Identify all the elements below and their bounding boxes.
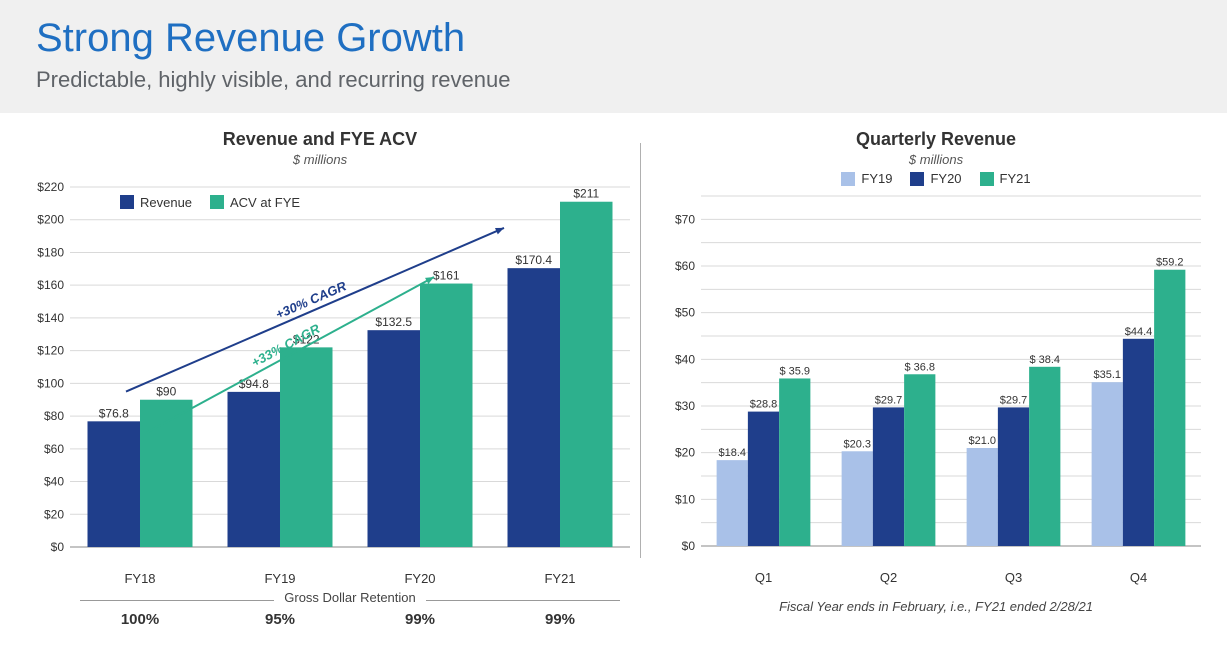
svg-text:$21.0: $21.0 — [968, 435, 996, 447]
chart-quarterly-revenue: Quarterly Revenue $ millions FY19 FY20 FY2… — [651, 123, 1221, 628]
svg-text:$94.8: $94.8 — [239, 377, 269, 391]
legend-item: FY21 — [980, 171, 1031, 186]
chart2-category: Q4 — [1076, 566, 1201, 585]
chart2-category: Q3 — [951, 566, 1076, 585]
svg-text:$170.4: $170.4 — [515, 253, 552, 267]
svg-text:$30: $30 — [675, 399, 695, 413]
svg-text:$0: $0 — [51, 540, 65, 554]
svg-text:$20: $20 — [44, 507, 64, 521]
legend-item: FY19 — [841, 171, 892, 186]
retention-value: 99% — [490, 611, 630, 628]
svg-text:$70: $70 — [675, 212, 695, 226]
retention-value: 100% — [70, 611, 210, 628]
svg-text:$220: $220 — [37, 180, 64, 194]
legend-item: FY20 — [910, 171, 961, 186]
svg-text:ACV at FYE: ACV at FYE — [230, 195, 300, 210]
legend-label: FY19 — [861, 171, 892, 186]
header-banner: Strong Revenue Growth Predictable, highl… — [0, 0, 1227, 113]
svg-text:$161: $161 — [433, 269, 460, 283]
legend-swatch — [841, 172, 855, 186]
svg-text:$ 36.8: $ 36.8 — [904, 361, 935, 373]
svg-text:$180: $180 — [37, 245, 64, 259]
svg-text:$120: $120 — [37, 344, 64, 358]
svg-text:$76.8: $76.8 — [99, 406, 129, 420]
chart1-svg: $0 $20 $40 $60 $80 $100 $120 $140 $160 $180 $200 $2… — [10, 167, 630, 567]
svg-text:$20: $20 — [675, 446, 695, 460]
chart2-category: Q2 — [826, 566, 951, 585]
chart1-xaxis-labels: FY18FY19FY20FY21 — [70, 567, 630, 586]
chart1-subtitle: $ millions — [10, 152, 630, 167]
svg-text:$200: $200 — [37, 213, 64, 227]
page-subtitle: Predictable, highly visible, and recurri… — [36, 67, 1191, 93]
svg-text:$160: $160 — [37, 278, 64, 292]
svg-text:$ 38.4: $ 38.4 — [1029, 354, 1060, 366]
svg-text:$59.2: $59.2 — [1156, 257, 1184, 269]
svg-text:$40: $40 — [44, 475, 64, 489]
chart1-category: FY20 — [350, 567, 490, 586]
svg-text:$80: $80 — [44, 409, 64, 423]
svg-text:$0: $0 — [682, 539, 696, 553]
svg-text:$90: $90 — [156, 385, 176, 399]
chart1-category: FY21 — [490, 567, 630, 586]
svg-text:$140: $140 — [37, 311, 64, 325]
svg-text:$60: $60 — [675, 259, 695, 273]
chart2-category: Q1 — [701, 566, 826, 585]
svg-text:$132.5: $132.5 — [375, 315, 412, 329]
legend-swatch — [980, 172, 994, 186]
svg-text:$10: $10 — [675, 492, 695, 506]
chart1-category: FY19 — [210, 567, 350, 586]
chart2-subtitle: $ millions — [651, 152, 1221, 167]
svg-text:$29.7: $29.7 — [1000, 394, 1028, 406]
legend-swatch — [910, 172, 924, 186]
chart1-category: FY18 — [70, 567, 210, 586]
chart2-xaxis-labels: Q1Q2Q3Q4 — [701, 566, 1201, 585]
svg-text:$60: $60 — [44, 442, 64, 456]
chart-divider — [640, 143, 641, 558]
svg-text:$18.4: $18.4 — [718, 447, 746, 459]
page-title: Strong Revenue Growth — [36, 16, 1191, 61]
retention-value: 95% — [210, 611, 350, 628]
svg-text:$28.8: $28.8 — [750, 399, 778, 411]
legend-label: FY20 — [930, 171, 961, 186]
retention-value: 99% — [350, 611, 490, 628]
chart2-title: Quarterly Revenue — [651, 129, 1221, 150]
retention-block: Gross Dollar Retention 100%95%99%99% — [70, 590, 630, 628]
retention-label: Gross Dollar Retention — [274, 590, 426, 605]
chart-revenue-acv: Revenue and FYE ACV $ millions $0$20$40$… — [10, 123, 630, 628]
svg-text:$35.1: $35.1 — [1093, 369, 1121, 381]
charts-row: Revenue and FYE ACV $ millions $0$20$40$… — [0, 113, 1227, 638]
svg-text:$40: $40 — [675, 352, 695, 366]
svg-text:$211: $211 — [573, 187, 599, 201]
svg-text:$20.3: $20.3 — [843, 438, 871, 450]
chart2-svg: $0 $10 $20 $30 $40 $50 $60 $70 $18.4 $28.8 $ 35.9 $… — [651, 186, 1221, 566]
chart1-title: Revenue and FYE ACV — [10, 129, 630, 150]
svg-text:$29.7: $29.7 — [875, 394, 903, 406]
svg-text:$100: $100 — [37, 376, 64, 390]
legend-label: FY21 — [1000, 171, 1031, 186]
svg-text:Revenue: Revenue — [140, 195, 192, 210]
svg-text:$ 35.9: $ 35.9 — [779, 365, 810, 377]
chart2-footnote: Fiscal Year ends in February, i.e., FY21… — [651, 599, 1221, 614]
chart2-legend: FY19 FY20 FY21 — [651, 171, 1221, 186]
svg-text:$44.4: $44.4 — [1125, 326, 1153, 338]
retention-values: 100%95%99%99% — [70, 611, 630, 628]
svg-text:$50: $50 — [675, 306, 695, 320]
